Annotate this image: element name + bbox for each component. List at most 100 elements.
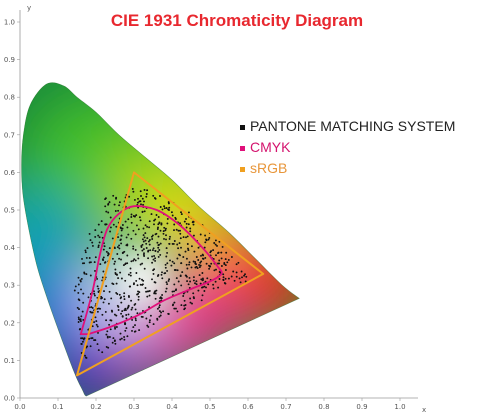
pantone-point <box>123 298 126 301</box>
pantone-point <box>77 316 80 319</box>
pantone-point <box>136 253 139 256</box>
pantone-point <box>152 247 155 250</box>
pantone-point <box>154 259 157 262</box>
pantone-point <box>146 237 149 240</box>
pantone-point <box>107 252 110 255</box>
pantone-point <box>97 234 100 237</box>
pantone-point <box>173 307 176 310</box>
pantone-point <box>132 326 135 329</box>
x-tick-label: 0.7 <box>280 403 291 411</box>
pantone-point <box>163 205 166 208</box>
pantone-point <box>230 256 233 258</box>
pantone-point <box>78 299 81 302</box>
pantone-point <box>164 227 167 230</box>
pantone-point <box>186 267 189 270</box>
pantone-point <box>109 328 112 331</box>
x-tick-label: 0.9 <box>356 403 367 411</box>
pantone-point <box>205 262 208 265</box>
pantone-point <box>135 279 138 282</box>
pantone-point <box>237 261 240 264</box>
pantone-point <box>159 195 161 197</box>
pantone-point <box>98 241 101 244</box>
pantone-point <box>123 338 126 341</box>
pantone-point <box>127 218 130 221</box>
pantone-point <box>115 326 118 328</box>
pantone-point <box>153 268 156 271</box>
pantone-point <box>137 298 140 301</box>
cmyk-gamut-outline <box>79 205 223 335</box>
pantone-point <box>106 335 109 338</box>
srgb-gamut-layer <box>76 171 265 377</box>
pantone-point <box>100 220 103 223</box>
pantone-point <box>132 247 135 250</box>
pantone-point <box>189 227 192 230</box>
pantone-point <box>97 287 100 290</box>
pantone-point <box>118 244 121 247</box>
pantone-point <box>132 259 135 262</box>
chart-title: CIE 1931 Chromaticity Diagram <box>111 11 363 30</box>
pantone-point <box>80 315 83 318</box>
pantone-point <box>115 225 118 228</box>
pantone-point <box>245 275 248 278</box>
pantone-point <box>163 226 166 229</box>
pantone-point <box>164 272 167 275</box>
pantone-point <box>171 214 174 217</box>
pantone-point <box>127 306 130 309</box>
pantone-point <box>180 304 183 307</box>
pantone-point <box>134 308 137 311</box>
pantone-point <box>143 210 146 213</box>
legend-swatch-pantone <box>240 125 245 130</box>
pantone-point <box>202 257 205 260</box>
pantone-point <box>113 262 116 265</box>
pantone-point <box>180 213 183 216</box>
y-tick-label: 0.0 <box>4 395 15 403</box>
pantone-point <box>156 241 159 244</box>
pantone-point <box>126 254 129 257</box>
pantone-point <box>111 237 114 240</box>
pantone-point <box>217 252 219 255</box>
pantone-point <box>157 250 159 253</box>
pantone-point <box>199 264 202 267</box>
y-tick-label: 0.3 <box>4 282 15 290</box>
pantone-point <box>96 310 99 313</box>
pantone-point <box>212 249 215 252</box>
pantone-point <box>189 301 192 304</box>
pantone-point <box>115 314 118 317</box>
pantone-point <box>179 237 182 240</box>
pantone-point <box>124 262 127 265</box>
pantone-point <box>205 239 208 242</box>
pantone-point <box>189 230 192 233</box>
pantone-point <box>119 338 122 341</box>
pantone-point <box>102 270 105 273</box>
pantone-point <box>160 273 163 276</box>
pantone-point <box>190 266 193 269</box>
pantone-point <box>143 236 146 239</box>
pantone-point <box>108 290 111 293</box>
pantone-point <box>212 283 215 286</box>
pantone-point <box>207 283 210 286</box>
pantone-point <box>191 302 193 305</box>
pantone-point <box>91 306 94 309</box>
pantone-point <box>200 299 203 302</box>
pantone-point <box>84 251 87 254</box>
pantone-point <box>91 241 94 244</box>
pantone-point <box>154 292 157 295</box>
pantone-point <box>232 270 235 273</box>
pantone-point <box>167 208 170 211</box>
pantone-point <box>154 281 157 284</box>
pantone-point <box>114 210 117 212</box>
pantone-point <box>187 249 190 252</box>
pantone-point <box>173 290 176 293</box>
pantone-point <box>107 302 110 305</box>
pantone-point <box>151 261 154 264</box>
pantone-point <box>136 201 139 204</box>
pantone-point <box>157 255 160 258</box>
pantone-point <box>96 325 99 328</box>
pantone-point <box>162 230 165 233</box>
pantone-point <box>167 279 170 282</box>
pantone-point <box>141 249 144 252</box>
pantone-point <box>93 294 96 297</box>
pantone-point <box>188 276 191 279</box>
pantone-point <box>158 315 161 318</box>
pantone-point <box>141 210 144 213</box>
